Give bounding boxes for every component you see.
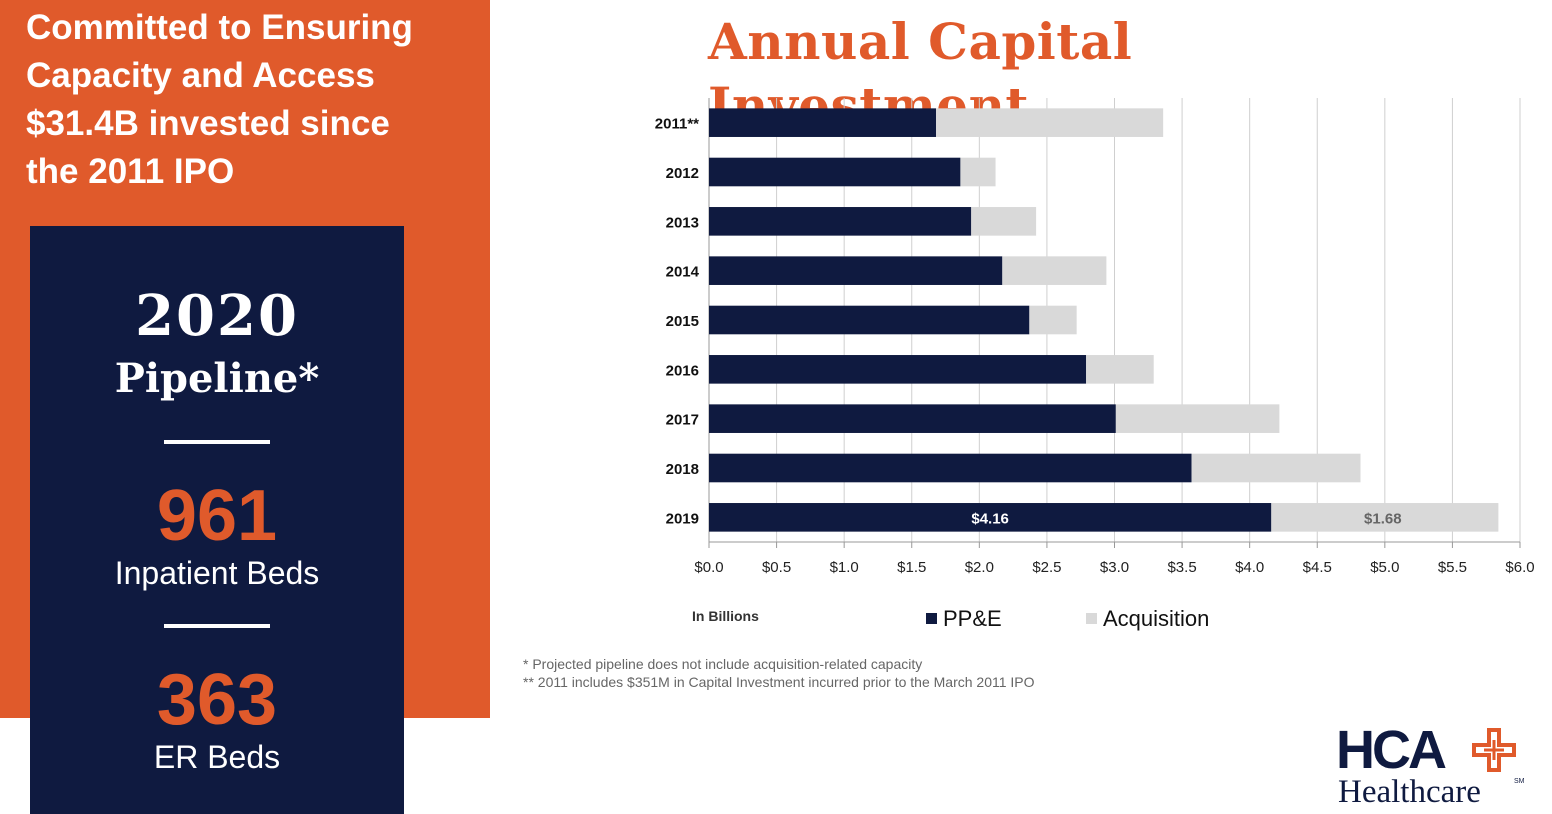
category-label: 2011** xyxy=(655,116,699,133)
category-label: 2017 xyxy=(666,412,699,429)
headline-line: Capacity and Access xyxy=(26,56,375,95)
legend-label: Acquisition xyxy=(1103,606,1210,631)
headline-line: Committed to Ensuring xyxy=(26,8,413,47)
legend-label: PP&E xyxy=(943,606,1002,631)
inpatient-beds-count: 961 xyxy=(156,476,278,556)
x-tick-label: $4.0 xyxy=(1235,559,1264,576)
x-tick-label: $6.0 xyxy=(1505,559,1534,576)
x-tick-label: $0.0 xyxy=(694,559,723,576)
logo-mark: SM xyxy=(1514,778,1525,785)
legend-swatch xyxy=(926,613,937,624)
x-tick-label: $3.0 xyxy=(1100,559,1129,576)
x-tick-label: $3.5 xyxy=(1167,559,1196,576)
headline-line: $31.4B invested since xyxy=(26,104,390,143)
pipeline-panel: 2020 Pipeline* 961 Inpatient Beds 363 ER… xyxy=(30,226,404,814)
x-tick-label: $0.5 xyxy=(762,559,791,576)
bar-acquisition xyxy=(1115,404,1280,433)
x-tick-label: $4.5 xyxy=(1303,559,1332,576)
x-tick-label: $1.5 xyxy=(897,559,926,576)
bar-ppe xyxy=(709,503,1272,532)
category-label: 2019 xyxy=(666,510,699,527)
bar-acquisition xyxy=(960,157,996,187)
x-tick-label: $2.0 xyxy=(965,559,994,576)
bar-acquisition xyxy=(1086,355,1154,384)
bar-ppe xyxy=(709,157,961,187)
legend-swatch xyxy=(1086,613,1097,624)
logo-subtext: Healthcare xyxy=(1338,774,1481,810)
units-label: In Billions xyxy=(692,608,759,624)
bar-ppe xyxy=(709,453,1192,483)
bar-acquisition xyxy=(1191,453,1361,483)
headline-line: the 2011 IPO xyxy=(26,152,235,191)
bar-ppe xyxy=(709,108,937,137)
category-label: 2016 xyxy=(666,362,699,379)
category-label: 2013 xyxy=(666,214,699,231)
category-label: 2012 xyxy=(666,165,699,182)
er-beds-label: ER Beds xyxy=(153,739,281,775)
er-beds-count: 363 xyxy=(156,660,278,740)
x-tick-label: $5.5 xyxy=(1438,559,1467,576)
footnote: * Projected pipeline does not include ac… xyxy=(523,656,923,672)
bar-acquisition xyxy=(1002,256,1107,285)
category-label: 2014 xyxy=(666,264,700,281)
data-label: $4.16 xyxy=(971,510,1009,527)
category-label: 2018 xyxy=(666,461,699,478)
hca-healthcare-logo: HCA Healthcare SM xyxy=(1336,720,1536,810)
divider xyxy=(164,624,270,628)
bar-acquisition xyxy=(1029,305,1077,335)
bar-ppe xyxy=(709,256,1003,285)
bar-acquisition xyxy=(1271,503,1499,532)
footnote: ** 2011 includes $351M in Capital Invest… xyxy=(523,674,1035,690)
pipeline-label: Pipeline* xyxy=(114,355,320,402)
legend-item-ppe: PP&E xyxy=(926,606,1002,632)
bar-ppe xyxy=(709,305,1030,335)
x-tick-label: $1.0 xyxy=(830,559,859,576)
legend-item-acquisition: Acquisition xyxy=(1086,606,1209,632)
bar-ppe xyxy=(709,404,1116,433)
x-tick-label: $5.0 xyxy=(1370,559,1399,576)
logo-text: HCA xyxy=(1336,720,1447,780)
inpatient-beds-label: Inpatient Beds xyxy=(114,555,320,591)
bar-chart: $0.0 $0.5 $1.0 $1.5 $2.0 $2.5 $3.0 $3.5 $4.0 $4.5… xyxy=(655,98,1535,576)
category-label: 2015 xyxy=(666,313,699,330)
data-label: $1.68 xyxy=(1364,510,1402,527)
x-tick-label: $2.5 xyxy=(1032,559,1061,576)
cross-icon xyxy=(1472,728,1516,772)
divider xyxy=(164,440,270,444)
bar-acquisition xyxy=(936,108,1164,137)
headline: Committed to Ensuring Capacity and Acces… xyxy=(26,4,486,196)
bar-acquisition xyxy=(971,207,1037,236)
pipeline-year: 2020 xyxy=(135,283,299,349)
bar-ppe xyxy=(709,355,1087,384)
bar-ppe xyxy=(709,207,972,236)
